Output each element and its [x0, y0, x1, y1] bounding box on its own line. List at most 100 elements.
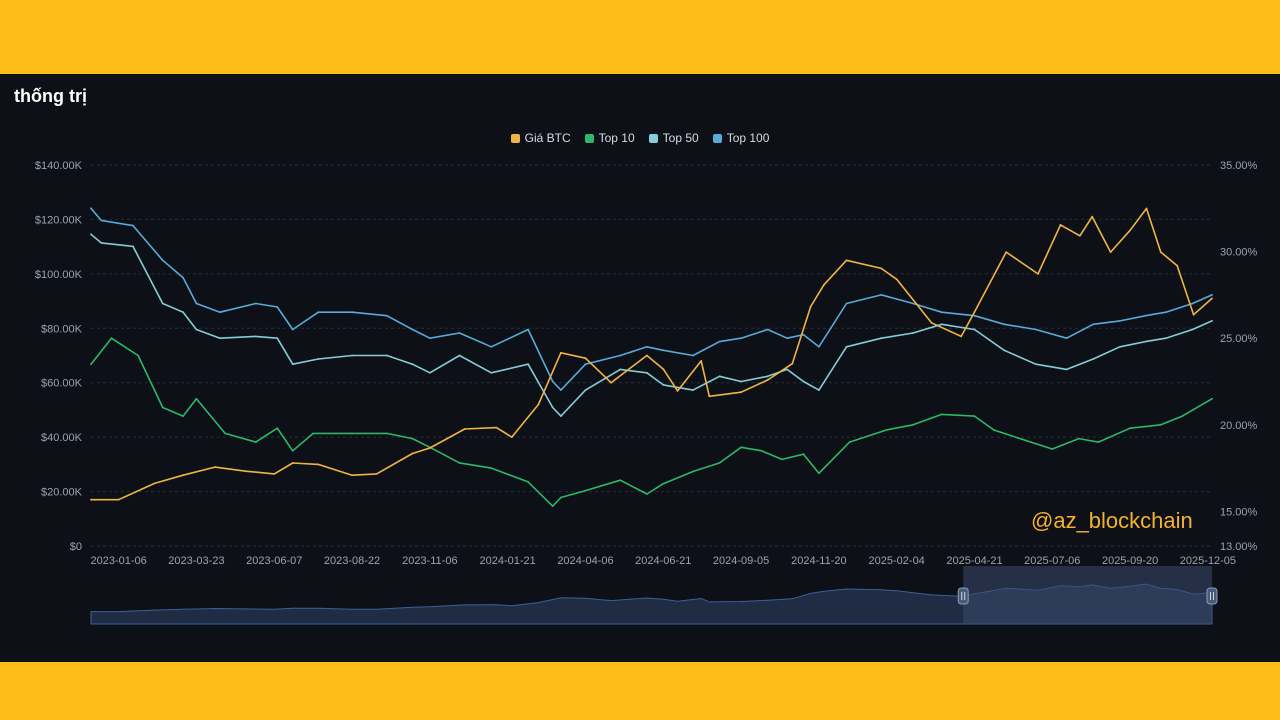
data-point [786, 368, 788, 371]
data-point [993, 429, 995, 431]
data-point [1092, 358, 1095, 360]
data-point [662, 384, 665, 386]
y-left-tick-label: $20.00K [41, 487, 83, 499]
data-point [845, 302, 848, 305]
data-point [708, 395, 711, 398]
data-point [291, 449, 294, 452]
data-point [490, 345, 493, 348]
watermark-text: @az_blockchain [1031, 508, 1193, 533]
x-tick-label: 2025-02-04 [869, 555, 925, 567]
chart-panel: thống trị Giá BTC Top 10 Top 50 Top 100 @az… [0, 74, 1280, 662]
x-tick-label: 2023-03-23 [168, 555, 224, 567]
data-point [276, 306, 279, 308]
data-point [940, 323, 943, 326]
data-point [527, 363, 529, 366]
data-point [766, 375, 769, 378]
data-point [610, 381, 612, 384]
data-point [646, 345, 648, 348]
data-point [100, 219, 103, 222]
data-point [351, 311, 353, 314]
data-point [132, 224, 134, 227]
data-point [182, 474, 185, 477]
data-point [1091, 215, 1094, 218]
data-point [224, 432, 227, 435]
legend-label: Top 50 [662, 131, 699, 145]
legend-item[interactable]: Top 100 [712, 131, 770, 145]
data-point [1097, 441, 1100, 443]
data-point [1078, 437, 1080, 440]
data-point [1144, 314, 1147, 317]
y-left-tick-label: $100.00K [35, 269, 83, 281]
data-point [90, 207, 92, 210]
data-point [973, 328, 976, 331]
data-point [254, 335, 257, 338]
data-point [254, 441, 257, 443]
data-point [182, 415, 185, 417]
data-point [740, 391, 742, 394]
y-right-tick-label: 13.00% [1220, 541, 1258, 553]
navigator-handle[interactable] [1206, 587, 1218, 605]
x-tick-label: 2024-11-20 [791, 555, 846, 567]
top-banner [0, 0, 1280, 74]
data-point [161, 302, 164, 305]
data-point [973, 314, 976, 317]
data-point [560, 351, 562, 354]
series-line [91, 207, 1213, 501]
data-point [527, 481, 529, 483]
data-point [692, 470, 694, 473]
data-point [153, 482, 156, 485]
data-point [312, 432, 315, 435]
data-point [429, 337, 431, 340]
legend-item[interactable]: Top 50 [648, 131, 699, 145]
data-point [845, 345, 848, 348]
data-point [1211, 320, 1213, 322]
y-left-tick-label: $120.00K [35, 214, 83, 226]
legend-item[interactable]: Giá BTC [510, 131, 571, 145]
data-point [781, 458, 783, 461]
data-point [386, 354, 388, 357]
x-tick-label: 2023-06-07 [246, 555, 302, 567]
x-tick-label: 2023-01-06 [91, 555, 147, 567]
data-point [100, 242, 103, 244]
data-point [1051, 448, 1054, 450]
data-point [1029, 441, 1032, 443]
data-point [791, 362, 794, 365]
data-point [973, 415, 976, 417]
data-point [584, 363, 587, 366]
data-point [880, 337, 883, 340]
data-point [375, 473, 378, 475]
data-point [1211, 397, 1213, 400]
data-point [1129, 427, 1131, 430]
data-point [912, 302, 914, 305]
data-point [930, 321, 933, 324]
navigator-selection [963, 566, 1212, 624]
data-point [551, 505, 554, 508]
data-point [317, 311, 320, 314]
data-point [1129, 229, 1131, 232]
legend-label: Top 10 [598, 131, 635, 145]
navigator-handle[interactable] [957, 587, 969, 605]
y-left-tick-label: $140.00K [35, 160, 83, 172]
data-point [273, 473, 276, 475]
data-point [700, 360, 703, 362]
data-point [1109, 251, 1112, 254]
y-left-tick-label: $0 [70, 541, 82, 553]
data-point [161, 259, 164, 262]
data-point [527, 328, 529, 331]
data-point [182, 311, 185, 314]
data-point [845, 259, 848, 262]
chart-legend: Giá BTC Top 10 Top 50 Top 100 [0, 131, 1280, 145]
data-point [1065, 368, 1068, 371]
data-point [219, 311, 221, 314]
data-point [510, 436, 513, 438]
data-point [1145, 207, 1148, 210]
data-point [880, 294, 883, 296]
data-point [1092, 323, 1095, 326]
x-tick-label: 2024-09-05 [713, 555, 769, 567]
data-point [1165, 311, 1167, 314]
data-point [940, 413, 943, 416]
data-point [940, 311, 943, 314]
legend-label: Top 100 [726, 131, 770, 145]
data-point [219, 337, 221, 340]
legend-item[interactable]: Top 10 [584, 131, 635, 145]
